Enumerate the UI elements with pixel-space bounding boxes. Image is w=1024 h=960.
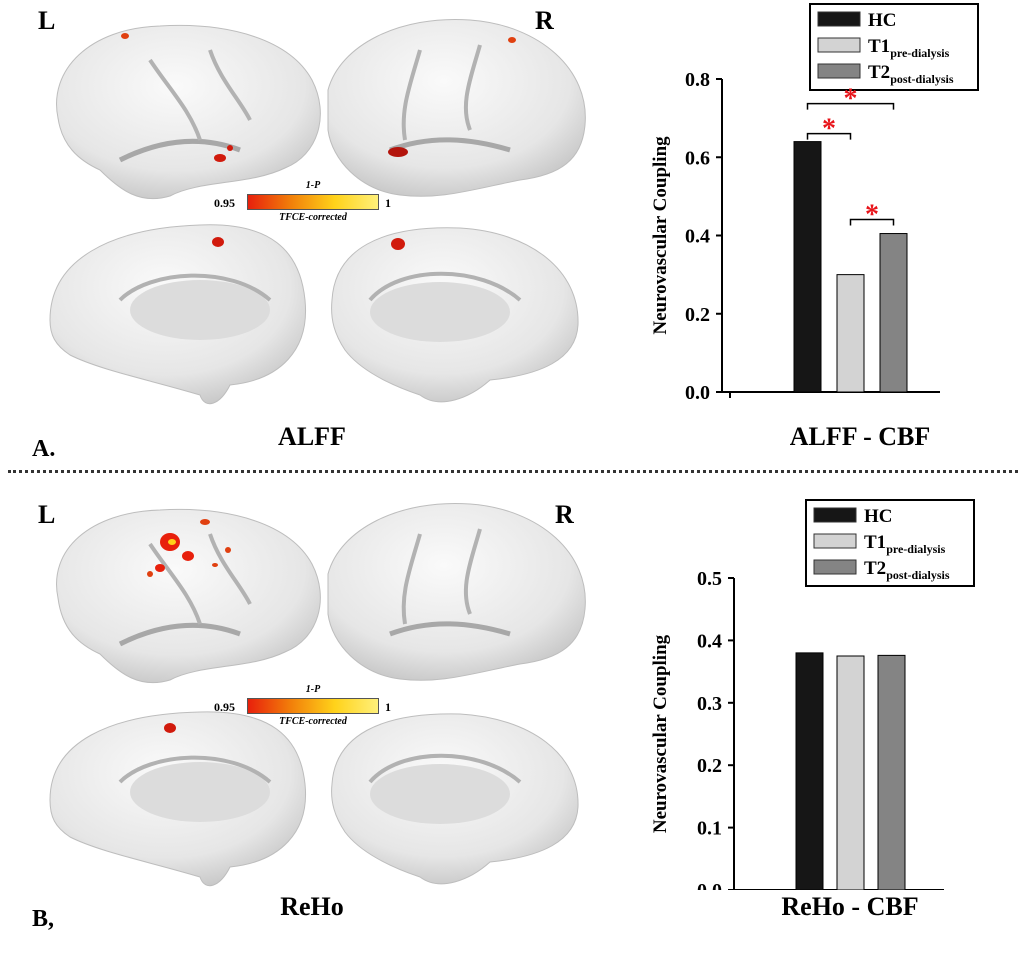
alff-chart-legend-swatch-0 [817, 11, 861, 27]
reho-chart-bar-0 [795, 652, 824, 890]
reho-chart-ytick-label-3: 0.3 [697, 693, 722, 715]
colorbar-max-b: 1 [385, 700, 391, 714]
reho-chart-legend-swatch-1 [813, 533, 857, 549]
brain-title-alff: ALFF [278, 422, 346, 451]
colorbar-title-a: 1-P [305, 180, 321, 191]
colorbar-title-b: 1-P [305, 684, 321, 695]
reho-chart-legend-swatch-2 [813, 559, 857, 575]
reho-chart-ytick-label-4: 0.4 [697, 630, 722, 652]
colorbar-b [247, 698, 379, 714]
alff-chart-bar-1 [836, 274, 865, 393]
reho-chart-legend-label-2: T2post-dialysis [864, 558, 950, 582]
colorbar-subtitle-a: TFCE-corrected [279, 212, 347, 223]
panel-divider [8, 470, 1018, 473]
reho-chart-ytick-label-2: 0.2 [697, 755, 722, 777]
brain-renderings-reho [49, 502, 586, 887]
alff-chart-sig-star-1: * [844, 84, 858, 115]
brain-right-lateral-b [327, 502, 586, 681]
alff-chart-legend-label-2: T2post-dialysis [868, 62, 954, 86]
colorbar-min-b: 0.95 [214, 700, 235, 714]
reho-chart-legend-swatch-0 [813, 507, 857, 523]
colorbar-a [247, 194, 379, 210]
alff-chart-legend-swatch-1 [817, 37, 861, 53]
right-hemisphere-label-a: R [535, 6, 554, 35]
brain-right-medial-a [331, 227, 579, 403]
colorbar-subtitle-b: TFCE-corrected [279, 716, 347, 727]
reho-chart-legend-label-1: T1pre-dialysis [864, 532, 946, 556]
reho-chart-bar-2 [877, 654, 906, 890]
alff-chart-sig-star-0: * [822, 114, 836, 145]
alff-chart-bar-2 [879, 233, 908, 393]
reho-chart-ytick-label-1: 0.1 [697, 818, 722, 840]
alff-chart-legend-label-1: T1pre-dialysis [868, 36, 950, 60]
brain-right-medial-b [331, 713, 579, 885]
alff-chart-sig-bracket-0 [806, 132, 852, 140]
alff-chart-ytick-label-0: 0.0 [685, 382, 710, 404]
brain-renderings-alff [49, 18, 586, 405]
alff-chart-legend-swatch-2 [817, 63, 861, 79]
left-hemisphere-label-b: L [38, 500, 56, 529]
right-hemisphere-label-b: R [555, 500, 574, 529]
brain-left-medial-a [49, 224, 307, 405]
reho-chart-ytick-label-5: 0.5 [697, 568, 722, 590]
brain-left-medial-b [49, 711, 307, 887]
brain-left-lateral-a [56, 24, 321, 200]
reho-chart-ylabel: Neurovascular Coupling [650, 634, 671, 833]
alff-chart-ytick-label-3: 0.6 [685, 147, 710, 169]
alff-chart-ylabel: Neurovascular Coupling [650, 136, 671, 335]
chart-reho-cbf: 0.0 0.1 0.2 0.3 0.4 0.5 Neurovascular Coupling… [650, 499, 975, 890]
brain-left-lateral-b [56, 508, 321, 684]
brain-right-lateral-a [327, 18, 586, 197]
alff-chart-ytick-label-4: 0.8 [685, 69, 710, 91]
alff-chart-sig-bracket-1 [806, 102, 895, 110]
brain-title-reho: ReHo [280, 892, 344, 921]
colorbar-max-a: 1 [385, 196, 391, 210]
alff-chart-bar-0 [793, 141, 822, 393]
panel-letter-a: A. [32, 436, 56, 462]
alff-chart-sig-bracket-2 [849, 218, 895, 226]
alff-chart-ytick-label-1: 0.2 [685, 304, 710, 326]
chart-alff-cbf: 0.0 0.2 0.4 0.6 0.8 Neurovascular Coupling HC T… [650, 3, 979, 404]
alff-chart-legend-label-0: HC [868, 10, 897, 31]
reho-chart-legend-label-0: HC [864, 506, 893, 527]
alff-chart-ytick-label-2: 0.4 [685, 226, 710, 248]
chart-title-alff-cbf: ALFF - CBF [789, 422, 931, 451]
left-hemisphere-label-a: L [38, 6, 56, 35]
colorbar-min-a: 0.95 [214, 196, 235, 210]
reho-chart-ytick-label-0: 0.0 [697, 880, 722, 890]
panel-letter-b: B, [32, 906, 55, 932]
chart-title-reho-cbf: ReHo - CBF [781, 892, 919, 921]
reho-chart-bar-1 [836, 655, 865, 890]
alff-chart-sig-star-2: * [865, 200, 879, 231]
